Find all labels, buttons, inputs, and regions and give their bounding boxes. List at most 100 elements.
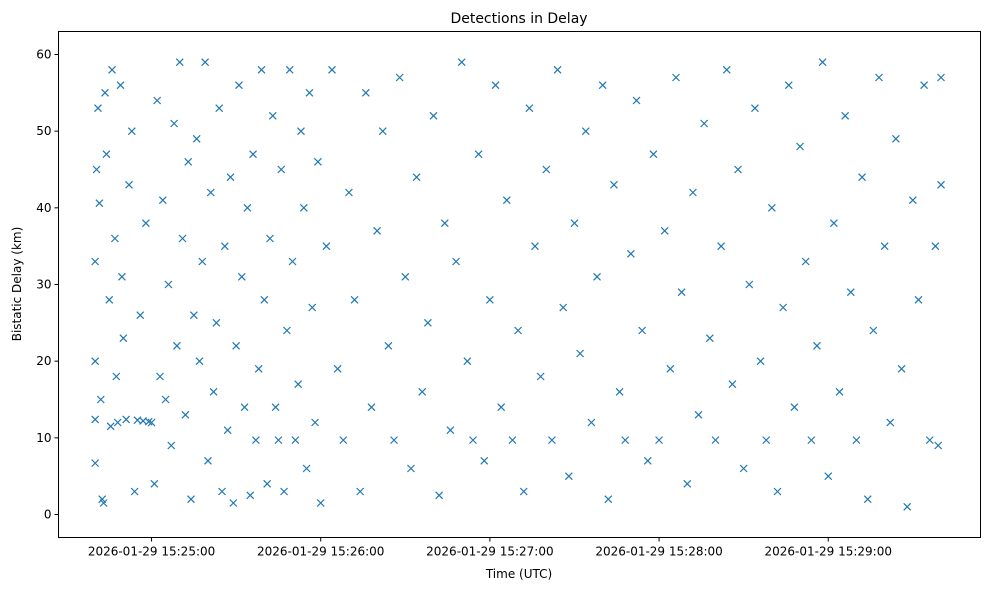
data-point — [858, 173, 867, 182]
data-point — [378, 127, 387, 136]
data-point — [801, 257, 810, 266]
data-point — [294, 380, 303, 389]
data-point — [127, 127, 136, 136]
data-point — [105, 295, 114, 304]
data-point — [920, 81, 929, 90]
data-point — [655, 436, 663, 445]
data-point — [660, 226, 669, 235]
data-point — [457, 58, 466, 67]
data-point — [672, 73, 680, 82]
data-point — [553, 65, 562, 74]
data-point — [508, 436, 517, 445]
data-point — [243, 203, 252, 212]
data-point — [559, 303, 568, 312]
data-point — [119, 334, 128, 343]
data-point — [282, 326, 291, 335]
x-tick-label: 2026-01-29 15:27:00 — [426, 545, 553, 559]
data-point — [322, 242, 331, 251]
data-point — [937, 180, 945, 189]
data-point — [204, 456, 212, 465]
data-point — [463, 357, 472, 366]
data-point — [683, 479, 692, 488]
data-point — [198, 257, 207, 266]
data-point — [598, 81, 607, 90]
data-point — [285, 65, 294, 74]
data-point — [934, 441, 943, 450]
data-point — [361, 88, 370, 97]
data-point — [863, 495, 872, 504]
data-point — [525, 104, 534, 113]
data-point — [677, 288, 686, 297]
data-point — [206, 188, 215, 197]
data-point — [587, 418, 596, 427]
data-point — [593, 272, 601, 281]
data-point — [308, 303, 317, 312]
y-axis-label: Bistatic Delay (km) — [10, 227, 24, 342]
data-point — [274, 436, 283, 445]
data-point — [125, 180, 133, 189]
data-point — [401, 272, 410, 281]
data-point — [161, 395, 170, 404]
data-point — [846, 288, 855, 297]
data-point — [728, 380, 737, 389]
x-tick-label: 2026-01-29 15:26:00 — [257, 545, 384, 559]
data-point — [784, 81, 793, 90]
data-point — [260, 295, 269, 304]
data-point — [897, 364, 906, 373]
chart-title: Detections in Delay — [450, 11, 587, 27]
data-point — [581, 127, 590, 136]
data-point — [299, 203, 308, 212]
data-point — [118, 272, 126, 281]
data-point — [218, 487, 226, 496]
data-point — [621, 436, 630, 445]
data-point — [531, 242, 539, 251]
data-point — [201, 58, 210, 67]
data-point — [813, 341, 821, 350]
data-point — [113, 418, 122, 427]
data-point — [751, 104, 759, 113]
data-point — [235, 81, 243, 90]
data-point — [266, 234, 274, 243]
data-point — [116, 81, 125, 90]
data-point — [356, 487, 365, 496]
data-point — [429, 111, 438, 120]
data-point — [869, 326, 878, 335]
x-axis: 2026-01-29 15:25:00 2026-01-29 15:26:00 20… — [88, 537, 892, 559]
data-point — [542, 165, 551, 174]
data-point — [92, 165, 101, 174]
data-point — [807, 436, 816, 445]
data-point — [110, 234, 119, 243]
data-point — [903, 502, 912, 511]
data-point — [694, 410, 703, 419]
data-point — [344, 188, 353, 197]
data-point — [711, 436, 720, 445]
data-point — [246, 491, 255, 500]
data-point — [91, 357, 100, 366]
data-point — [700, 119, 709, 128]
data-point — [762, 436, 771, 445]
data-point — [254, 364, 263, 373]
data-point — [841, 111, 850, 120]
data-point — [280, 487, 288, 496]
plot-area — [58, 31, 981, 538]
data-point — [643, 456, 652, 465]
data-point — [767, 203, 776, 212]
data-point — [446, 426, 455, 435]
data-point — [189, 311, 198, 320]
data-point — [423, 318, 432, 327]
data-point — [502, 196, 511, 205]
data-point — [311, 418, 320, 427]
data-point — [170, 119, 179, 128]
data-point — [271, 403, 280, 412]
data-point — [108, 65, 116, 74]
data-point — [937, 73, 945, 82]
data-point — [536, 372, 545, 381]
data-point — [215, 104, 224, 113]
data-point — [136, 311, 145, 320]
data-point — [178, 234, 187, 243]
data-point — [497, 403, 506, 412]
y-tick-label: 40 — [36, 201, 51, 215]
data-point — [172, 341, 181, 350]
data-point — [156, 372, 164, 381]
data-point — [175, 58, 184, 67]
